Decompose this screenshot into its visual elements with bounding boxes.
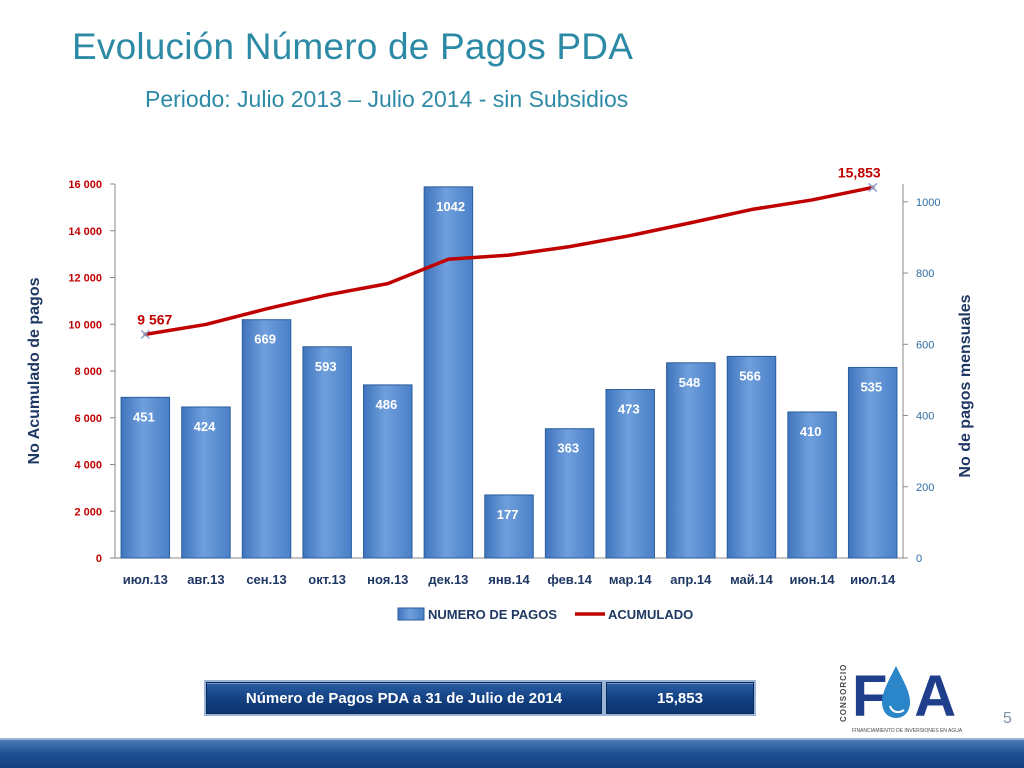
logo-tagline: FINANCIAMIENTO DE INVERSIONES EN AGUA	[852, 728, 963, 734]
bar	[423, 186, 474, 559]
bar	[363, 384, 413, 559]
x-tick-label: ноя.13	[367, 572, 408, 587]
bar	[484, 494, 534, 559]
x-tick-label: июн.14	[790, 572, 836, 587]
annotation-marker	[868, 182, 878, 192]
bar-value-label: 451	[133, 409, 155, 424]
x-tick-label: янв.14	[488, 572, 530, 587]
summary-label: Número de Pagos PDA a 31 de Julio de 201…	[206, 682, 602, 714]
acumulado-line	[143, 185, 875, 337]
bar-value-label: 535	[860, 379, 882, 394]
bar-value-label: 669	[254, 332, 276, 347]
bar-value-label: 177	[497, 507, 519, 522]
bar	[241, 319, 292, 559]
page-title: Evolución Número de Pagos PDA	[72, 26, 634, 67]
bar-value-label: 424	[194, 419, 216, 434]
consorcio-fia-logo: CONSORCIO FA FINANCIAMIENTO DE INVERSION…	[839, 664, 976, 734]
x-tick-label: май.14	[730, 572, 774, 587]
bar-value-label: 593	[315, 359, 337, 374]
x-tick-label: апр.14	[670, 572, 712, 587]
bar-value-label: 363	[557, 441, 579, 456]
legend-bar-swatch	[397, 607, 425, 621]
bar-value-label: 473	[618, 402, 640, 417]
right-tick-label: 1000	[916, 197, 940, 209]
bar-value-label: 566	[739, 368, 761, 383]
legend-line-label: ACUMULADO	[608, 607, 693, 622]
x-tick-label: окт.13	[308, 572, 346, 587]
bar	[120, 396, 171, 559]
summary-value: 15,853	[606, 682, 754, 714]
x-tick-label: июл.14	[850, 572, 896, 587]
line-value-label: 15,853	[838, 164, 881, 180]
x-tick-label: июл.13	[123, 572, 168, 587]
bar	[302, 346, 352, 559]
right-tick-label: 0	[916, 553, 922, 565]
bar-value-label: 1042	[436, 199, 465, 214]
right-tick-label: 400	[916, 411, 934, 423]
right-tick-label: 800	[916, 268, 934, 280]
water-drop-icon	[882, 666, 910, 718]
annotation-marker	[140, 329, 150, 339]
bar	[726, 355, 777, 559]
left-tick-label: 16 000	[68, 179, 102, 191]
bar-value-label: 410	[800, 424, 822, 439]
legend-bar-label: NUMERO DE PAGOS	[428, 607, 557, 622]
x-tick-label: дек.13	[428, 572, 468, 587]
x-tick-label: мар.14	[609, 572, 652, 587]
left-tick-label: 4 000	[74, 460, 102, 472]
right-axis-title: No de pagos mensuales	[957, 294, 974, 477]
bar	[544, 428, 595, 559]
right-tick-label: 600	[916, 339, 934, 351]
right-tick-label: 200	[916, 482, 934, 494]
page-subtitle: Periodo: Julio 2013 – Julio 2014 - sin S…	[145, 86, 629, 112]
logo-side-text: CONSORCIO	[839, 664, 848, 722]
left-tick-label: 14 000	[68, 226, 102, 238]
left-tick-label: 2 000	[74, 506, 102, 518]
left-tick-label: 6 000	[74, 413, 102, 425]
line-value-label: 9 567	[137, 311, 172, 327]
x-tick-label: сен.13	[246, 572, 286, 587]
marker-stroke	[868, 182, 878, 192]
footer-bar	[0, 738, 1024, 768]
left-tick-label: 12 000	[68, 273, 102, 285]
left-tick-label: 8 000	[74, 366, 102, 378]
page-number: 5	[1003, 710, 1012, 727]
bar-value-label: 548	[679, 375, 701, 390]
bar	[787, 411, 837, 559]
marker-stroke	[140, 329, 150, 339]
combo-chart: 0 2 000 4 000 6 000 8 000 10 000 12 000 14 000 1…	[26, 164, 974, 622]
logo-letters: FA	[852, 664, 976, 729]
bar	[181, 406, 231, 559]
left-axis-title: No Acumulado de pagos	[26, 277, 43, 464]
x-tick-label: авг.13	[187, 572, 224, 587]
bar	[666, 362, 716, 559]
left-tick-label: 0	[96, 553, 102, 565]
bar-value-label: 486	[376, 397, 398, 412]
x-tick-label: фев.14	[547, 572, 592, 587]
bar	[605, 389, 655, 559]
bar	[847, 366, 898, 559]
left-tick-label: 10 000	[68, 319, 102, 331]
